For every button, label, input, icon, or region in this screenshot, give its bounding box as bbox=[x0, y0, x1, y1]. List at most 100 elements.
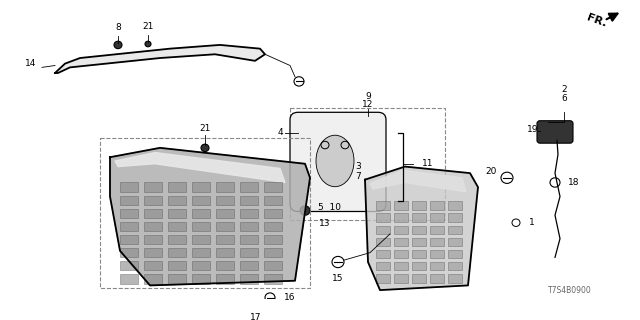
Bar bbox=[240, 248, 258, 257]
Bar bbox=[240, 196, 258, 205]
Text: 4: 4 bbox=[277, 128, 283, 137]
Text: 2: 2 bbox=[561, 84, 567, 93]
Bar bbox=[430, 238, 444, 246]
Circle shape bbox=[201, 144, 209, 152]
Text: 9: 9 bbox=[365, 92, 371, 101]
Bar bbox=[240, 261, 258, 270]
Bar bbox=[264, 209, 282, 218]
Bar bbox=[412, 201, 426, 210]
Bar bbox=[448, 226, 462, 234]
Bar bbox=[216, 209, 234, 218]
Bar bbox=[144, 196, 162, 205]
Bar bbox=[168, 222, 186, 231]
Text: 1: 1 bbox=[529, 218, 535, 227]
Bar bbox=[216, 261, 234, 270]
Bar bbox=[192, 274, 210, 284]
Bar bbox=[430, 213, 444, 222]
Bar bbox=[412, 262, 426, 270]
Bar bbox=[376, 262, 390, 270]
Bar bbox=[394, 262, 408, 270]
Text: 12: 12 bbox=[362, 100, 374, 108]
Bar bbox=[264, 274, 282, 284]
Bar bbox=[120, 261, 138, 270]
Bar bbox=[394, 238, 408, 246]
Bar bbox=[168, 235, 186, 244]
Bar bbox=[168, 196, 186, 205]
Circle shape bbox=[145, 41, 151, 47]
FancyBboxPatch shape bbox=[537, 121, 573, 143]
Bar bbox=[394, 274, 408, 283]
Bar bbox=[216, 274, 234, 284]
Bar bbox=[448, 274, 462, 283]
Text: 8: 8 bbox=[115, 23, 121, 32]
Text: 6: 6 bbox=[561, 94, 567, 103]
Bar bbox=[240, 182, 258, 192]
Bar bbox=[216, 235, 234, 244]
Bar bbox=[394, 226, 408, 234]
Bar bbox=[240, 274, 258, 284]
FancyBboxPatch shape bbox=[290, 112, 386, 212]
Text: 17: 17 bbox=[250, 314, 262, 320]
Bar bbox=[192, 248, 210, 257]
Bar bbox=[120, 222, 138, 231]
Bar bbox=[376, 238, 390, 246]
Bar bbox=[376, 213, 390, 222]
Bar bbox=[216, 222, 234, 231]
Bar bbox=[394, 250, 408, 258]
Bar bbox=[192, 209, 210, 218]
Bar bbox=[168, 182, 186, 192]
Bar bbox=[240, 222, 258, 231]
Bar bbox=[168, 248, 186, 257]
Bar bbox=[120, 248, 138, 257]
Bar bbox=[216, 248, 234, 257]
Text: 15: 15 bbox=[332, 274, 344, 283]
Bar bbox=[430, 226, 444, 234]
Text: 19: 19 bbox=[527, 124, 538, 134]
Text: 3: 3 bbox=[355, 162, 361, 171]
Bar bbox=[412, 213, 426, 222]
Bar bbox=[192, 196, 210, 205]
Bar bbox=[290, 108, 445, 220]
Polygon shape bbox=[115, 153, 285, 182]
Bar bbox=[430, 274, 444, 283]
Polygon shape bbox=[365, 167, 478, 290]
Bar bbox=[192, 261, 210, 270]
Polygon shape bbox=[55, 45, 265, 73]
Bar bbox=[192, 222, 210, 231]
Text: T7S4B0900: T7S4B0900 bbox=[548, 285, 592, 295]
Bar bbox=[264, 222, 282, 231]
Bar bbox=[376, 250, 390, 258]
Bar bbox=[168, 209, 186, 218]
Polygon shape bbox=[110, 148, 310, 285]
Bar bbox=[120, 182, 138, 192]
Bar bbox=[120, 235, 138, 244]
Bar bbox=[144, 248, 162, 257]
Bar bbox=[448, 262, 462, 270]
Bar bbox=[264, 182, 282, 192]
Circle shape bbox=[300, 206, 310, 215]
Bar bbox=[216, 196, 234, 205]
Bar bbox=[144, 182, 162, 192]
Bar bbox=[412, 274, 426, 283]
Bar bbox=[448, 213, 462, 222]
Bar bbox=[240, 235, 258, 244]
Text: 14: 14 bbox=[24, 59, 36, 68]
Bar bbox=[216, 182, 234, 192]
Bar bbox=[168, 274, 186, 284]
Circle shape bbox=[114, 41, 122, 49]
Text: 7: 7 bbox=[355, 172, 361, 180]
Bar bbox=[412, 238, 426, 246]
Text: 5  10: 5 10 bbox=[318, 203, 341, 212]
Text: 13: 13 bbox=[319, 219, 331, 228]
Bar bbox=[264, 248, 282, 257]
Bar bbox=[144, 235, 162, 244]
Bar bbox=[144, 209, 162, 218]
Bar bbox=[394, 201, 408, 210]
Bar bbox=[394, 213, 408, 222]
Bar bbox=[412, 226, 426, 234]
Bar bbox=[376, 274, 390, 283]
Bar bbox=[144, 261, 162, 270]
Ellipse shape bbox=[316, 135, 354, 187]
Bar bbox=[120, 196, 138, 205]
Text: 21: 21 bbox=[142, 22, 154, 31]
